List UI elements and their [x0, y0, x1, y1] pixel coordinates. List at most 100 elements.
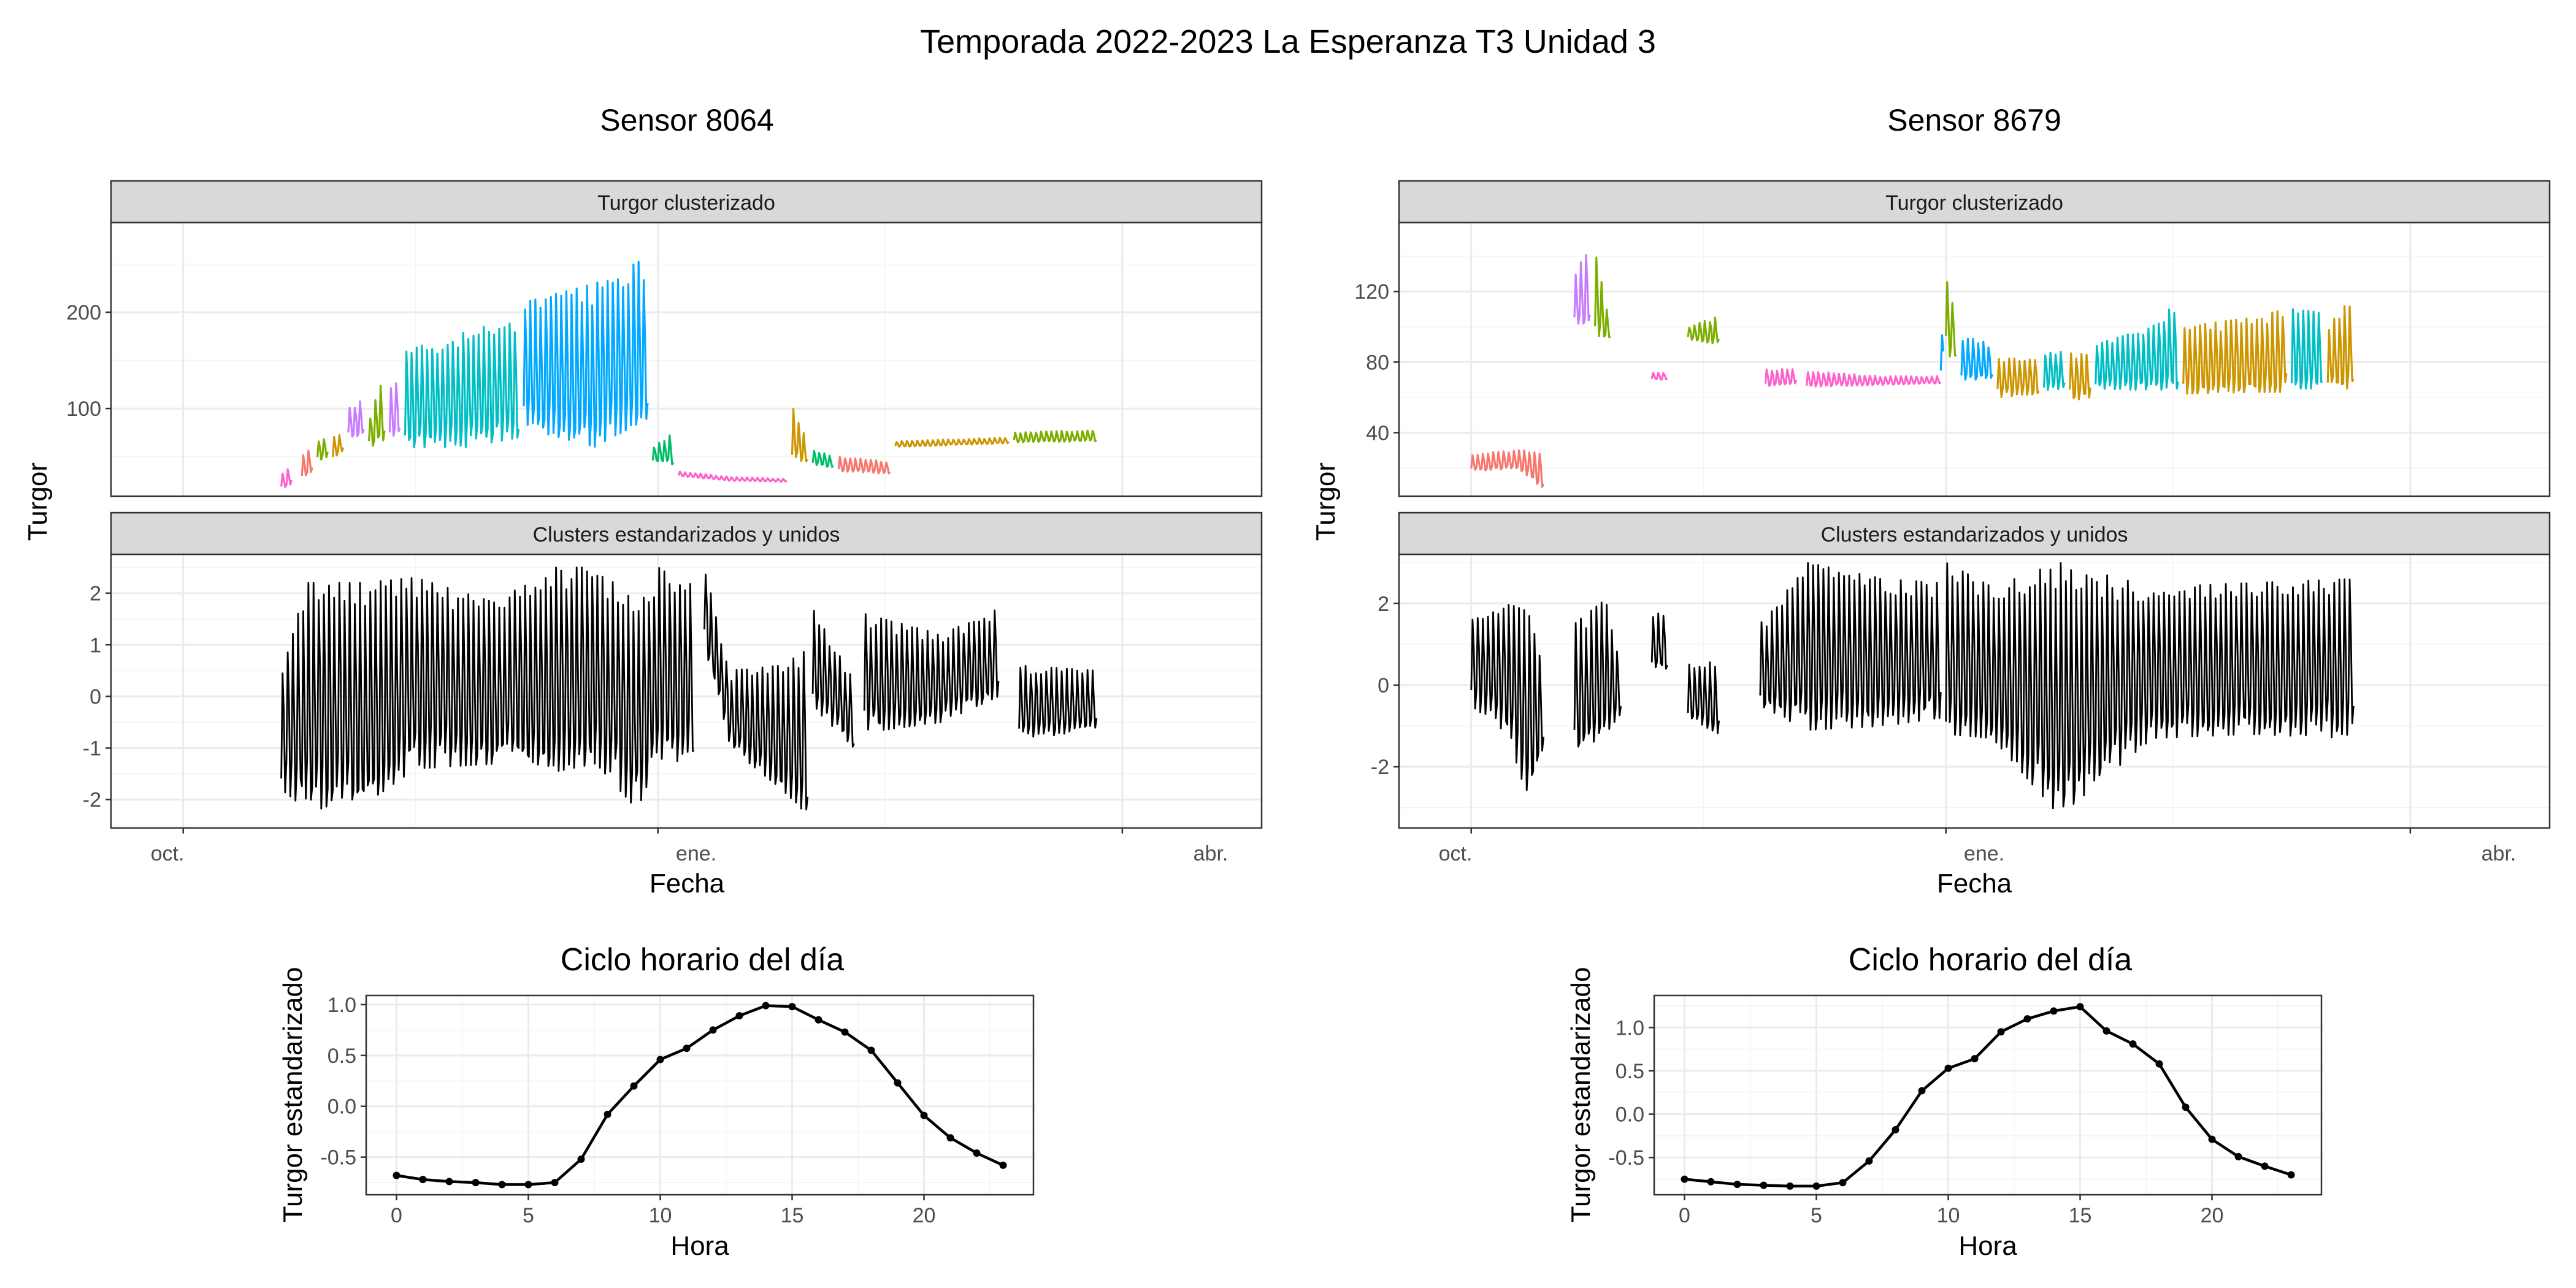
cycle-point — [577, 1155, 585, 1163]
series-line — [1960, 337, 1993, 381]
y-tick-label: 120 — [1354, 280, 1389, 304]
x-tick-label: abr. — [2482, 842, 2517, 865]
series-line — [1573, 254, 1591, 325]
panel-ciclo-horario: 0 5 10 15 20 -0.5 0.0 0.5 1.0 — [320, 994, 1033, 1227]
series-line — [2069, 352, 2091, 401]
y-tick-label: 1.0 — [1616, 1016, 1644, 1040]
x-tick-label: 15 — [781, 1204, 804, 1227]
cycle-point — [2287, 1171, 2295, 1179]
series-line — [2095, 309, 2179, 391]
y-tick-label: 100 — [66, 397, 101, 421]
cycle-point — [445, 1178, 453, 1186]
series-line — [1945, 281, 1957, 358]
x-axis-title: Fecha — [650, 868, 725, 899]
panel-clusters-estandarizados: -2 0 2 — [1371, 554, 2550, 834]
cycle-x-axis-title: Hora — [670, 1231, 729, 1261]
y-tick-label: 80 — [1366, 351, 1389, 374]
cycle-point — [472, 1179, 480, 1187]
cycle-point — [2208, 1135, 2216, 1143]
x-tick-label: oct. — [1439, 842, 1473, 865]
cycle-y-axis-title: Turgor estandarizado — [1566, 967, 1596, 1223]
cycle-point — [1971, 1055, 1979, 1063]
cycle-point — [498, 1181, 506, 1189]
strip-turgor-clusterizado — [1398, 180, 2551, 224]
series-line — [1764, 368, 1798, 387]
x-tick-label: oct. — [151, 842, 185, 865]
series-line — [1687, 661, 1720, 735]
cycle-point — [2076, 1003, 2084, 1011]
series-line — [280, 566, 694, 810]
strip-turgor-clusterizado — [110, 180, 1263, 224]
cycle-title: Ciclo horario del día — [1849, 942, 2133, 978]
cycle-point — [946, 1134, 954, 1142]
cycle-point — [393, 1171, 401, 1179]
cycle-point — [1707, 1178, 1715, 1186]
series-line — [1594, 256, 1611, 339]
panel-border — [1653, 994, 2323, 1196]
x-tick-label: 10 — [1937, 1204, 1960, 1227]
series-line — [1996, 357, 2040, 398]
strip-label: Turgor clusterizado — [1885, 191, 2063, 215]
y-tick-label: 1.0 — [328, 994, 356, 1017]
series-line — [1650, 612, 1668, 670]
cycle-point — [524, 1181, 532, 1189]
series-line — [811, 450, 834, 468]
cycle-point — [920, 1111, 928, 1119]
cycle-y-axis-title: Turgor estandarizado — [278, 967, 308, 1223]
y-tick-label: 0.5 — [1616, 1060, 1644, 1083]
series-line — [368, 385, 386, 447]
series-line — [332, 434, 345, 458]
series-line — [863, 609, 1000, 731]
x-tick-label: ene. — [676, 842, 716, 865]
panel-border — [1398, 553, 2551, 829]
y-tick-label: 0 — [1378, 674, 1389, 697]
y-tick-label: 0.0 — [1616, 1103, 1644, 1127]
x-tick-label: 10 — [649, 1204, 672, 1227]
series-line — [1945, 562, 2355, 810]
cycle-point — [1892, 1126, 1899, 1134]
cycle-point — [1997, 1028, 2005, 1036]
series-line — [1687, 316, 1720, 345]
series-line — [791, 407, 809, 462]
series-line — [523, 261, 649, 448]
cycle-point — [1681, 1175, 1689, 1183]
series-line — [703, 573, 809, 811]
panel-clusters-estandarizados: -2 -1 0 1 2 — [83, 554, 1262, 834]
series-line — [677, 470, 788, 483]
figure-title: Temporada 2022-2023 La Esperanza T3 Unid… — [920, 23, 1656, 60]
cycle-point — [735, 1012, 743, 1020]
x-tick-label: 0 — [391, 1204, 402, 1227]
strip-label: Turgor clusterizado — [597, 191, 775, 215]
cycle-point — [709, 1026, 717, 1034]
cycle-point — [841, 1028, 849, 1036]
x-tick-label: 20 — [2201, 1204, 2224, 1227]
series-line — [1650, 371, 1668, 381]
cycle-point — [1733, 1181, 1741, 1189]
cycle-point — [656, 1056, 664, 1064]
strip-label: Clusters estandarizados y unidos — [1821, 523, 2128, 546]
x-tick-label: 5 — [523, 1204, 534, 1227]
cycle-point — [2261, 1162, 2269, 1170]
series-line — [1573, 601, 1622, 748]
y-tick-label: -0.5 — [320, 1146, 356, 1170]
cycle-point — [604, 1111, 611, 1119]
x-tick-label: 0 — [1679, 1204, 1690, 1227]
cycle-point — [788, 1003, 796, 1011]
x-tick-label: 15 — [2069, 1204, 2092, 1227]
cycle-point — [894, 1079, 902, 1087]
cycle-point — [2155, 1060, 2163, 1068]
y-tick-label: -2 — [83, 789, 101, 812]
cycle-point — [867, 1046, 875, 1054]
strip-label: Clusters estandarizados y unidos — [533, 523, 840, 546]
panel-border — [110, 221, 1263, 497]
x-tick-label: 20 — [913, 1204, 936, 1227]
y-tick-label: -1 — [83, 737, 101, 761]
series-line — [404, 322, 520, 448]
series-line — [1939, 334, 1945, 371]
series-line — [1018, 665, 1098, 738]
y-tick-label: 0 — [90, 685, 101, 708]
y-tick-label: 2 — [90, 582, 101, 605]
series-line — [1470, 604, 1544, 791]
series-line — [316, 438, 329, 461]
cycle-point — [1786, 1182, 1794, 1190]
